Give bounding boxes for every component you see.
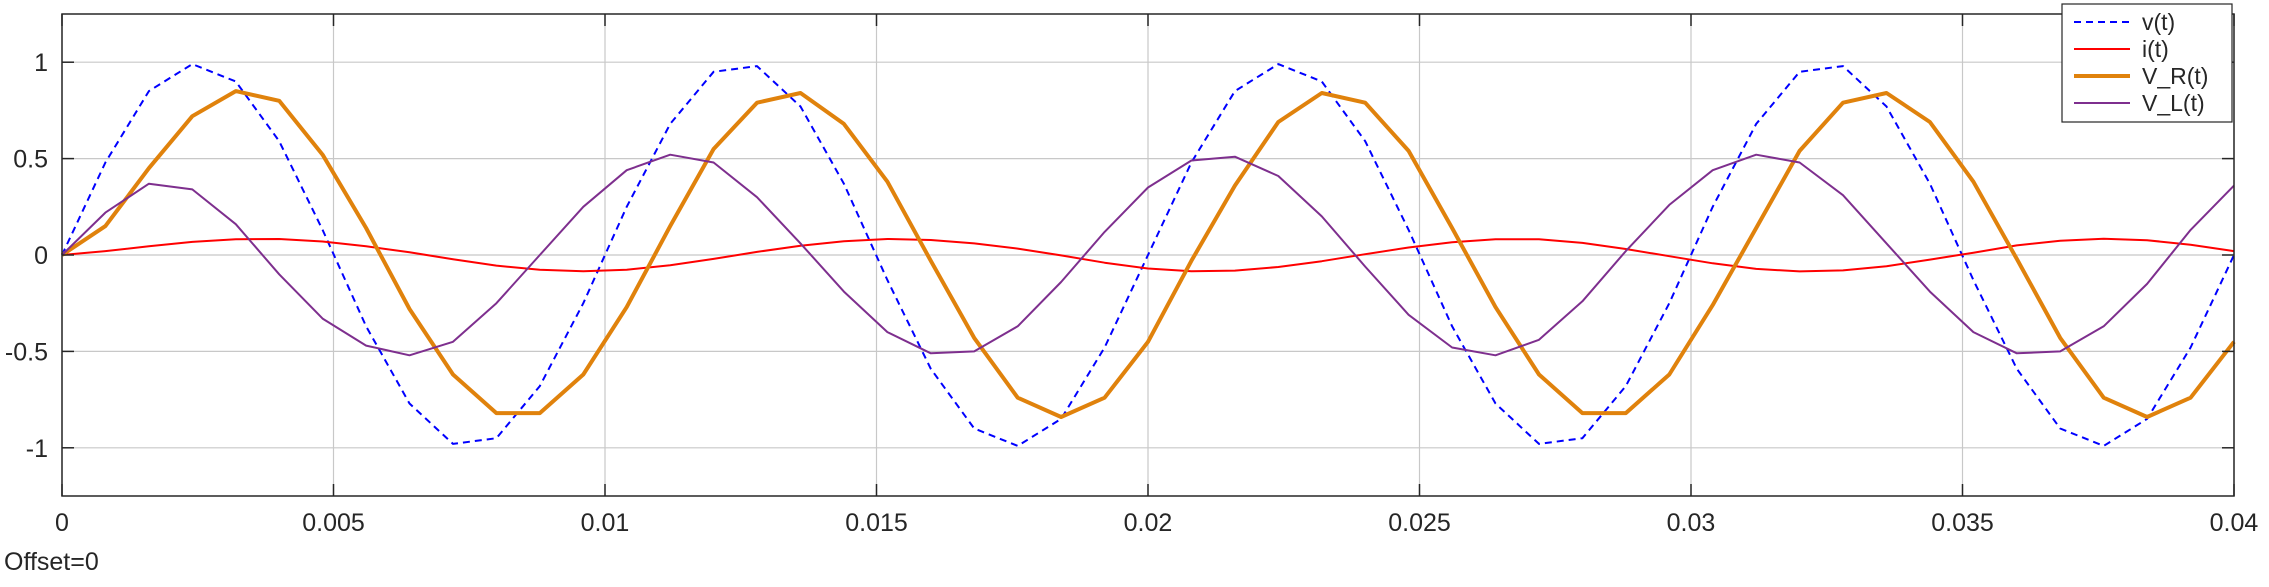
y-tick-label: -1 (26, 435, 48, 463)
legend-label: v(t) (2142, 9, 2175, 35)
legend-label: i(t) (2142, 36, 2169, 62)
axis-ticks (61, 14, 2235, 496)
y-tick-label: -0.5 (5, 338, 48, 366)
x-tick-label: 0.02 (1124, 509, 1173, 537)
y-tick-label: 1 (34, 49, 48, 77)
y-tick-label: 0.5 (13, 146, 48, 174)
x-tick-label: 0.025 (1388, 509, 1451, 537)
x-tick-label: 0.04 (2210, 509, 2259, 537)
x-tick-label: 0 (55, 509, 69, 537)
x-tick-label: 0.015 (845, 509, 908, 537)
y-tick-label: 0 (34, 242, 48, 270)
x-tick-label: 0.03 (1667, 509, 1716, 537)
legend: v(t)i(t)V_R(t)V_L(t) (2061, 3, 2233, 123)
x-tick-label: 0.01 (581, 509, 630, 537)
series-line-2 (60, 89, 2236, 419)
legend-label: V_L(t) (2142, 90, 2205, 116)
tick-labels: 0 0.005 0.01 0.015 0.02 0.025 0.03 0.035 0.04 -1 -… (5, 49, 2259, 537)
x-tick-label: 0.035 (1931, 509, 1994, 537)
x-tick-label: 0.005 (302, 509, 365, 537)
series-line-3 (61, 153, 2235, 357)
legend-label: V_R(t) (2142, 63, 2208, 89)
series-line-1 (61, 237, 2235, 273)
series-lines (60, 63, 2236, 447)
series-line-0 (61, 63, 2235, 447)
offset-label: Offset=0 (4, 548, 99, 576)
